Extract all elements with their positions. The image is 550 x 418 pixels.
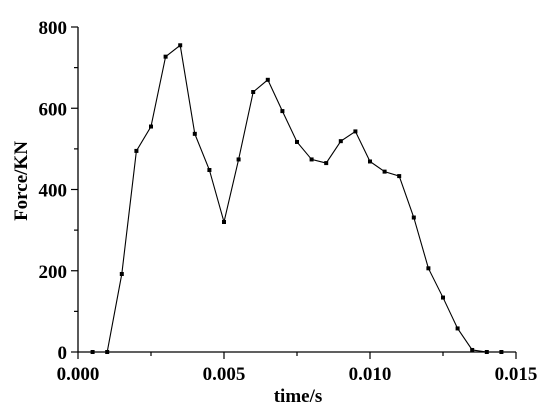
data-point [178, 43, 183, 48]
data-point [411, 215, 416, 220]
data-point [309, 157, 314, 162]
series-line [92, 44, 502, 353]
data-point [192, 131, 197, 136]
x-tick-label: 0.010 [349, 364, 392, 385]
data-point [382, 169, 387, 174]
data-point [338, 139, 343, 144]
y-tick-label: 0 [58, 343, 68, 364]
x-tick-label: 0.000 [57, 364, 100, 385]
data-point [163, 54, 168, 59]
x-tick-label: 0.005 [203, 364, 246, 385]
data-point [441, 295, 445, 300]
x-axis-title: time/s [274, 386, 323, 407]
series-layer [90, 43, 504, 354]
data-point [251, 90, 256, 94]
data-point [119, 272, 124, 276]
data-point [397, 174, 402, 179]
data-point [455, 326, 460, 331]
data-point [236, 157, 241, 162]
y-axis-title: Force/KN [11, 141, 32, 221]
y-tick-label: 600 [39, 99, 68, 120]
data-point [368, 159, 372, 164]
data-point [470, 347, 475, 352]
y-tick-label: 200 [39, 262, 68, 283]
y-tick-label: 800 [39, 18, 68, 39]
data-point [149, 124, 153, 129]
data-point [353, 129, 358, 134]
y-tick-label: 400 [39, 181, 68, 202]
data-point [222, 220, 226, 224]
data-point [280, 109, 285, 114]
tick-labels: 0 200 400 600 800 0.000 0.005 0.010 0.015 [39, 18, 538, 385]
data-point [426, 266, 431, 271]
axes [71, 26, 517, 359]
data-point [295, 139, 299, 144]
data-point [265, 77, 270, 82]
data-point [207, 168, 212, 172]
data-point [324, 161, 329, 166]
data-point [134, 148, 139, 153]
axis-lines [77, 27, 516, 353]
x-tick-label: 0.015 [495, 364, 538, 385]
